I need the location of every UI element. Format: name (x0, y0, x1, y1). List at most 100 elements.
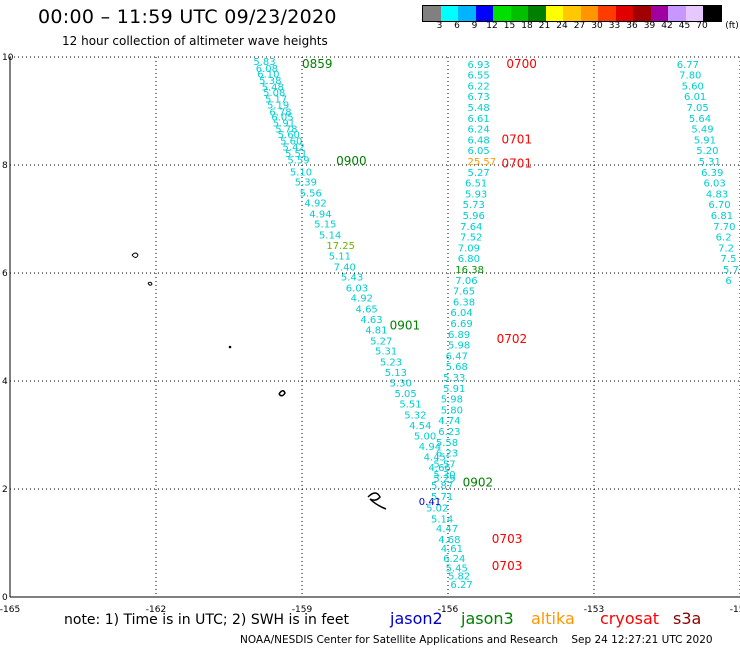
swh-value: 5.15 (314, 220, 336, 231)
legend-item-cryosat: cryosat (600, 609, 660, 628)
colorbar-tick-label: 15 (503, 21, 516, 31)
swh-value: 5.10 (290, 167, 312, 178)
swh-value: 6.61 (467, 114, 489, 125)
colorbar-swatch (580, 6, 598, 21)
island-outline (228, 345, 232, 349)
swh-value: 6.2 (716, 233, 732, 244)
swh-value: 7.09 (458, 243, 480, 254)
map-grid (10, 56, 740, 597)
swh-value: 6.23 (436, 449, 458, 460)
swh-value: 6.70 (708, 200, 730, 211)
footer-credit: NOAA/NESDIS Center for Satellite Applica… (240, 634, 713, 646)
swh-value: 5.30 (390, 378, 412, 389)
pass-time-label: 0701 (502, 157, 533, 171)
swh-value: 5.49 (691, 125, 713, 136)
swh-value: 6.51 (465, 179, 487, 190)
pass-time-label: 0859 (302, 57, 333, 71)
swh-value: 7.5 (721, 254, 737, 265)
swh-value: 4.74 (438, 416, 460, 427)
satellite-tracks: 5.836.086.105.385.485.085.175.196.786.05… (253, 57, 739, 591)
lat-tick-label: 0 (2, 593, 8, 603)
swh-value: 4.83 (706, 189, 728, 200)
swh-value: 4.92 (351, 294, 373, 305)
swh-value: 6.24 (467, 125, 489, 136)
swh-value: 5.51 (285, 149, 307, 160)
pass-time-label: 0900 (336, 154, 367, 168)
swh-value: 5.82 (448, 572, 470, 583)
swh-value: 17.25 (326, 241, 355, 252)
colorbar-swatch (545, 6, 563, 21)
swh-value: 6.38 (453, 297, 475, 308)
swh-value: 6.24 (443, 554, 465, 565)
swh-value: 5.11 (329, 252, 351, 263)
swh-value: 5.05 (394, 389, 416, 400)
colorbar-swatch (563, 6, 581, 21)
swh-value: 6.89 (448, 330, 470, 341)
swh-value: 25.57 (467, 157, 496, 168)
swh-value: 7.40 (334, 262, 356, 273)
swh-value: 7.2 (718, 243, 734, 254)
pass-time-label: 0700 (506, 57, 537, 71)
legend-item-altika: altika (531, 609, 575, 628)
colorbar-tick-label: 18 (521, 21, 533, 31)
swh-value: 6.22 (467, 81, 489, 92)
colorbar-tick-label: 39 (643, 21, 656, 31)
swh-value: 5.51 (399, 399, 421, 410)
swh-value: 5.91 (273, 119, 295, 130)
swh-value: 5.39 (295, 178, 317, 189)
swh-value: 6.10 (257, 70, 279, 81)
colorbar-tick-label: 36 (626, 21, 638, 31)
swh-value: 6.55 (467, 71, 489, 82)
swh-value: 6.69 (450, 319, 472, 330)
lon-tick-label: -150 (730, 605, 740, 615)
swh-value: 5.57 (433, 459, 455, 470)
page-subtitle: 12 hour collection of altimeter wave hei… (62, 34, 328, 48)
colorbar-unit: (ft) (725, 21, 739, 31)
swh-value: 6.80 (458, 254, 480, 265)
colorbar-tick-label: 24 (556, 21, 568, 31)
swh-value: 5.31 (375, 347, 397, 358)
colorbar-swatch (685, 6, 703, 21)
swh-value: 5.32 (404, 410, 426, 421)
swh-value: 4.54 (409, 421, 431, 432)
swh-value: 5.20 (696, 146, 718, 157)
lat-tick-label: 2 (2, 485, 8, 495)
swh-value: 6.93 (467, 60, 489, 71)
colorbar-ticks: 3 6 9 12 15 18 21 24 27 30 33 36 39 42 45 70 (ft) (422, 21, 740, 35)
swh-value: 5.48 (467, 103, 489, 114)
swh-value: 5.91 (694, 135, 716, 146)
swh-value: 4.68 (438, 535, 460, 546)
swh-value: 5.98 (448, 341, 470, 352)
colorbar-swatch (615, 6, 633, 21)
swh-value: 4.94 (419, 442, 441, 453)
swh-value: 5.08 (263, 88, 285, 99)
legend-item-jason3: jason3 (461, 609, 514, 628)
swh-value: 5.30 (433, 470, 455, 481)
colorbar-swatch (423, 6, 441, 21)
swh-value: 5.71 (431, 492, 453, 503)
swh-value: 5.45 (446, 564, 468, 575)
lon-tick-label: -162 (146, 605, 166, 615)
swh-value: 4.47 (436, 524, 458, 535)
swh-value: 4.92 (304, 199, 326, 210)
swh-value: 5.02 (426, 504, 448, 515)
island-outline (367, 492, 387, 510)
colorbar-tick-label: 27 (573, 21, 586, 31)
colorbar-swatch (528, 6, 546, 21)
swh-value: 5.93 (465, 189, 487, 200)
swh-value: 5.19 (267, 100, 289, 111)
colorbar-tick-label: 12 (486, 21, 498, 31)
swh-value: 5.87 (431, 481, 453, 492)
lon-tick-label: -153 (584, 605, 604, 615)
colorbar-swatch (493, 6, 511, 21)
swh-value: 5.17 (265, 94, 287, 105)
colorbar (422, 5, 722, 22)
island-outline (131, 252, 139, 258)
swh-value: 0.41 (419, 497, 441, 508)
swh-value: 4.66 (429, 463, 451, 474)
swh-value: 5.38 (259, 76, 281, 87)
swh-value: 5.68 (446, 362, 468, 373)
swh-value: 6.04 (450, 308, 472, 319)
pass-time-label: 0702 (497, 332, 528, 346)
